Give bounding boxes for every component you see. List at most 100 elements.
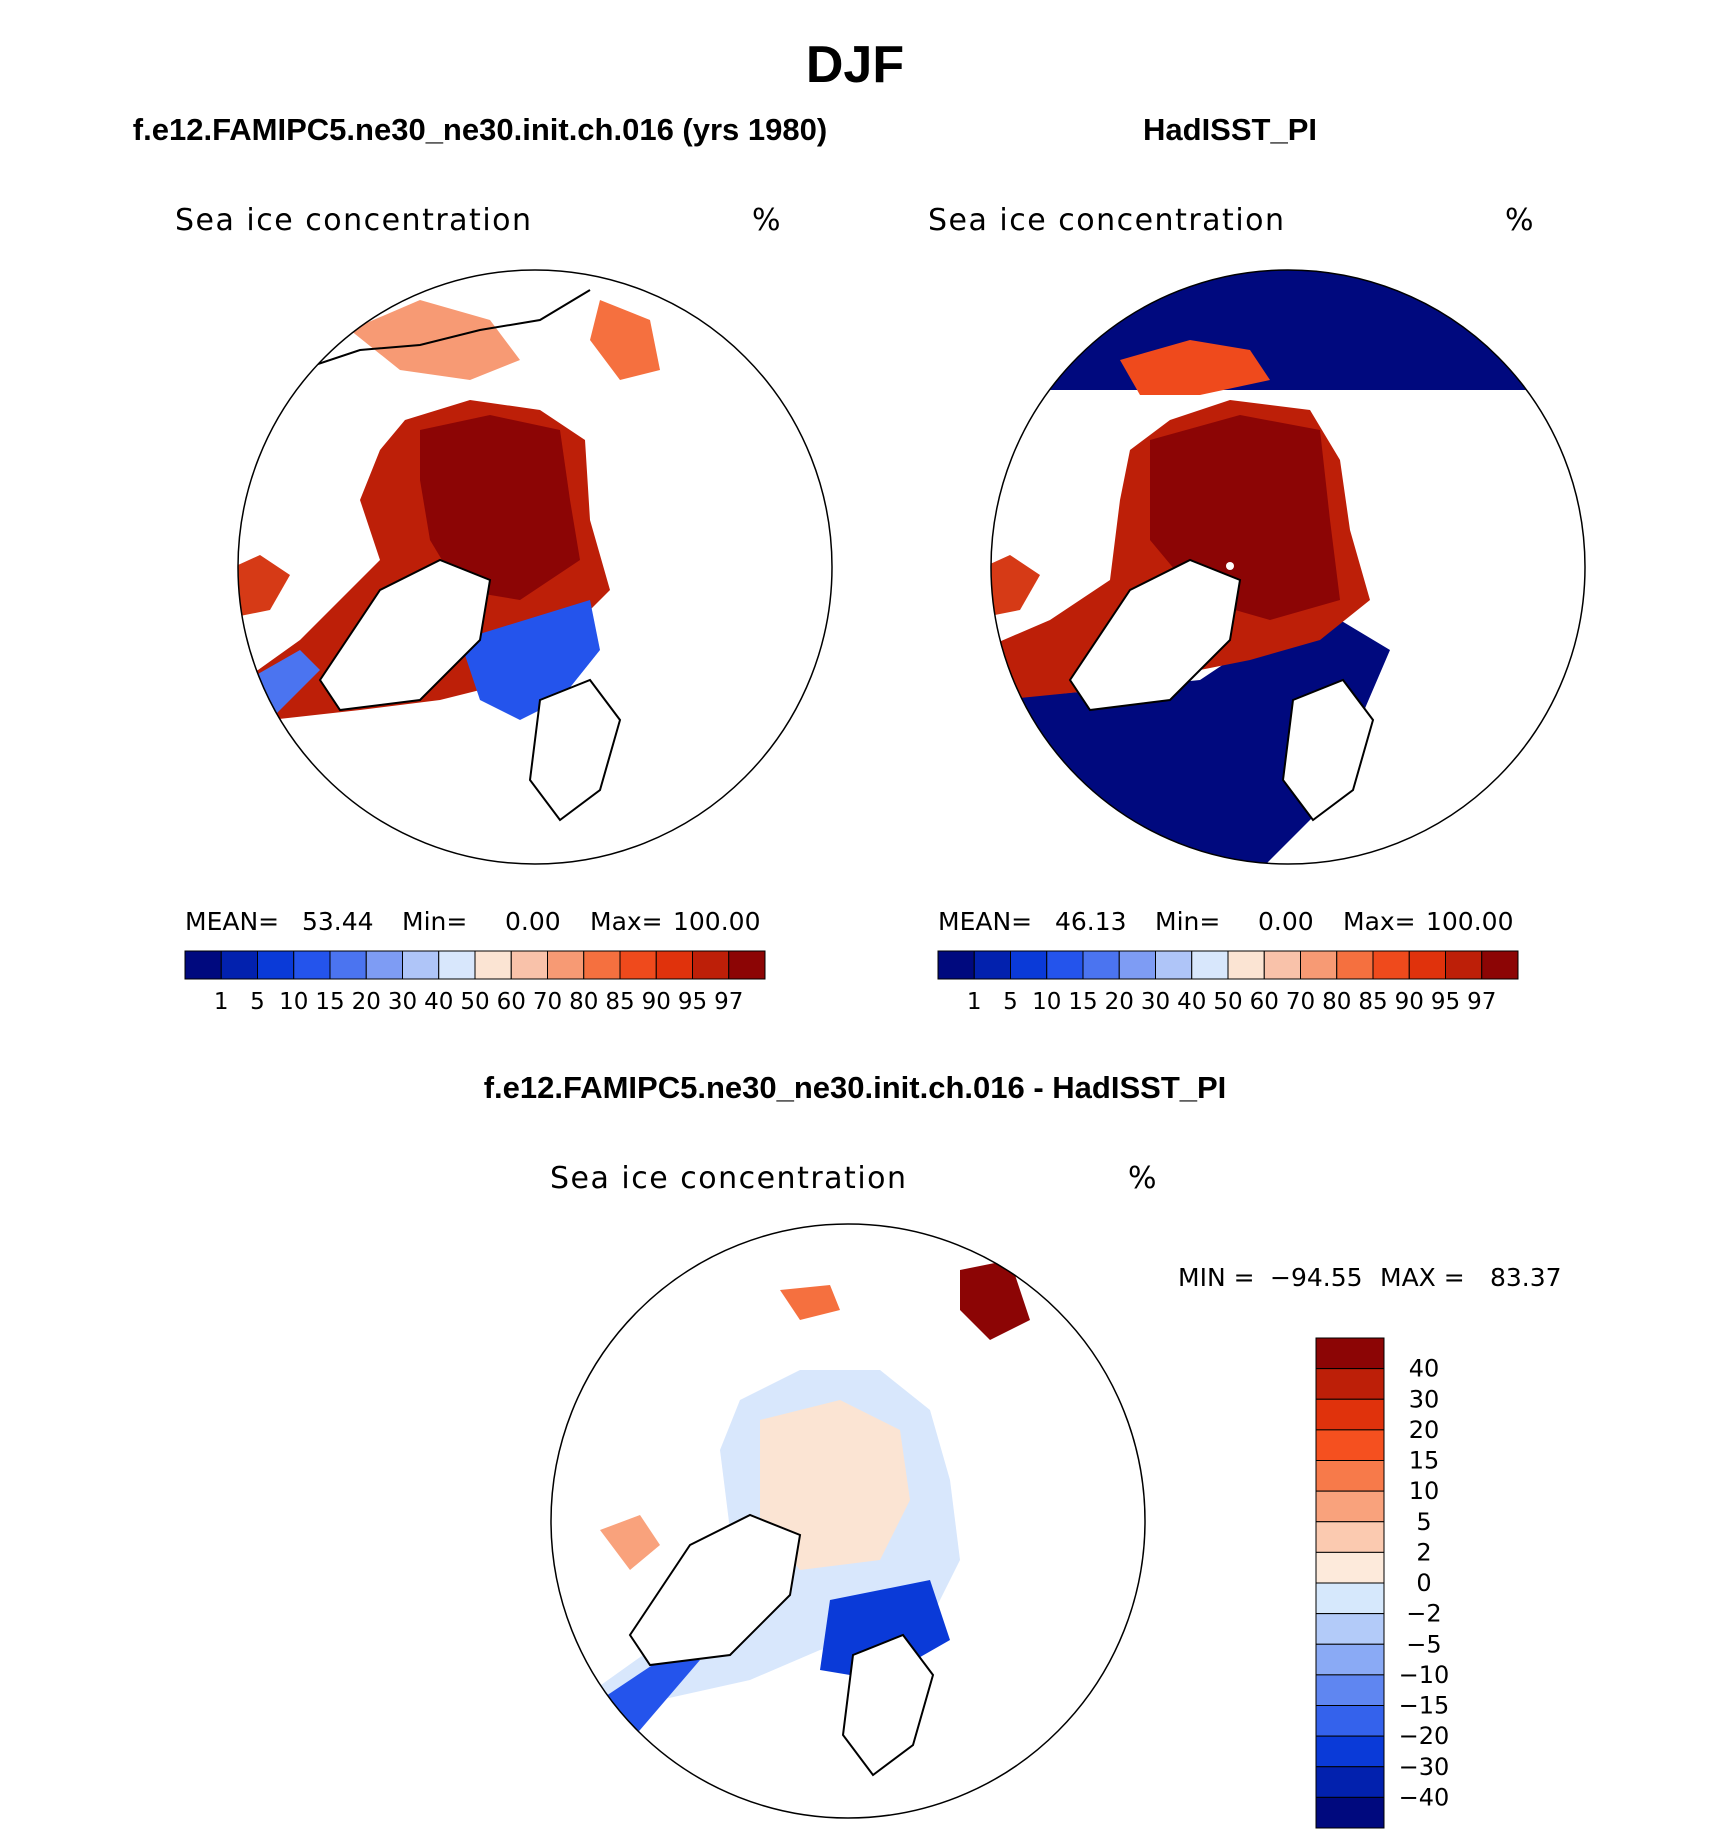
stat-max-value: 100.00	[1426, 907, 1513, 936]
colorbar-swatch	[973, 950, 1011, 980]
stat-mean-label: MEAN=	[185, 907, 279, 936]
colorbar-tick-label: −30	[1399, 1753, 1450, 1781]
colorbar-swatch	[1046, 950, 1084, 980]
colorbar-tick-label: 50	[460, 989, 489, 1015]
map-diff-border	[550, 1223, 1146, 1819]
colorbar-swatch	[1315, 1368, 1385, 1400]
stat-max-label: Max=	[590, 907, 663, 936]
colorbar-tick-label: 95	[678, 989, 707, 1015]
stat-mean-label: MEAN=	[938, 907, 1032, 936]
diff-min-value: −94.55	[1270, 1263, 1363, 1292]
colorbar-tick-label: −5	[1406, 1630, 1441, 1658]
colorbar-swatch	[293, 950, 331, 980]
diff-min-label: MIN =	[1178, 1263, 1263, 1292]
colorbar-tick-label: 1	[967, 989, 982, 1015]
pole-obs-hole	[1226, 562, 1234, 570]
colorbar-swatch	[1300, 950, 1338, 980]
land-obs-scandinavia	[1281, 678, 1375, 822]
colorbar-tick-label: 1	[214, 989, 229, 1015]
ice-model-bering	[350, 300, 520, 380]
colorbar-swatch	[1010, 950, 1048, 980]
panel-model-title: f.e12.FAMIPC5.ne30_ne30.init.ch.016 (yrs…	[133, 112, 827, 147]
colorbar-tick-label: 20	[1409, 1416, 1440, 1444]
colorbar-tick-label: 15	[315, 989, 344, 1015]
colorbar-swatch	[1445, 950, 1483, 980]
colorbar-tick-label: 80	[569, 989, 598, 1015]
stat-mean-value: 46.13	[1055, 907, 1127, 936]
panel-obs-map	[990, 269, 1586, 865]
colorbar-swatch	[1315, 1429, 1385, 1461]
colorbar-swatch	[1481, 950, 1519, 980]
diff-max-label: MAX =	[1380, 1263, 1473, 1292]
panel-model-stats: MEAN= 53.44 Min= 0.00 Max= 100.00	[185, 907, 760, 936]
colorbar-swatch	[474, 950, 512, 980]
colorbar-tick-label: −10	[1399, 1661, 1450, 1689]
colorbar-swatch	[728, 950, 766, 980]
ice-model-hudson	[238, 555, 290, 620]
colorbar-tick-label: 5	[250, 989, 265, 1015]
stat-max-value: 100.00	[673, 907, 760, 936]
colorbar-swatch	[1315, 1337, 1385, 1370]
colorbar-tick-label: 30	[1141, 989, 1170, 1015]
colorbar-swatch	[1263, 950, 1301, 980]
colorbar-swatch	[1315, 1796, 1385, 1829]
colorbar-swatch	[1315, 1643, 1385, 1676]
colorbar-swatch	[1315, 1551, 1385, 1584]
colorbar-swatch	[1227, 950, 1265, 980]
ice-obs-bering	[1120, 340, 1270, 395]
colorbar-tick-label: 30	[388, 989, 417, 1015]
colorbar-swatch	[619, 950, 657, 980]
colorbar-tick-label: −2	[1406, 1600, 1441, 1628]
stat-min-value: 0.00	[505, 907, 561, 936]
colorbar-swatch	[510, 950, 548, 980]
stat-min-label: Min=	[402, 907, 467, 936]
colorbar-tick-label: 85	[605, 989, 634, 1015]
colorbar-tick-label: −15	[1399, 1692, 1450, 1720]
colorbar-swatch	[1315, 1460, 1385, 1492]
colorbar-swatch	[937, 950, 975, 980]
diff-max-value: 83.37	[1490, 1263, 1562, 1292]
colorbar-swatch	[1315, 1613, 1385, 1645]
colorbar-swatch	[655, 950, 693, 980]
colorbar-tick-label: 95	[1431, 989, 1460, 1015]
colorbar-tick-label: −20	[1399, 1722, 1450, 1750]
stat-mean-value: 53.44	[302, 907, 374, 936]
map-obs-border	[990, 269, 1586, 865]
colorbar-tick-label: 20	[352, 989, 381, 1015]
colorbar-tick-label: 85	[1358, 989, 1387, 1015]
colorbar-tick-label: 10	[1032, 989, 1061, 1015]
colorbar-tick-label: 5	[1003, 989, 1018, 1015]
colorbar-swatch	[1315, 1490, 1385, 1523]
panel-obs-title: HadISST_PI	[1143, 112, 1317, 147]
land-model-greenland	[318, 558, 492, 712]
colorbar-swatch	[365, 950, 403, 980]
colorbar-swatch	[1315, 1521, 1385, 1553]
colorbar-tick-label: 90	[642, 989, 671, 1015]
colorbar-tick-label: 97	[1467, 989, 1496, 1015]
colorbar-swatch	[1118, 950, 1156, 980]
colorbar-swatch	[329, 950, 367, 980]
ice-model-okhotsk	[590, 300, 660, 380]
colorbar-swatch	[184, 950, 222, 980]
diff-bering-pos	[780, 1285, 840, 1320]
colorbar-swatch	[1315, 1705, 1385, 1737]
colorbar-tick-label: 80	[1322, 989, 1351, 1015]
colorbar-swatch	[1082, 950, 1120, 980]
colorbar-swatch	[257, 950, 295, 980]
stat-min-value: 0.00	[1258, 907, 1314, 936]
colorbar-tick-label: 15	[1409, 1447, 1440, 1475]
land-model-scandinavia	[528, 678, 622, 822]
panel-diff-title: f.e12.FAMIPC5.ne30_ne30.init.ch.016 - Ha…	[484, 1070, 1227, 1105]
panel-obs: HadISST_PI Sea ice concentration % MEAN=…	[928, 112, 1586, 1015]
colorbar-tick-label: 40	[1409, 1355, 1440, 1383]
colorbar-tick-label: 10	[279, 989, 308, 1015]
colorbar-tick-label: 20	[1105, 989, 1134, 1015]
colorbar-swatch	[1372, 950, 1410, 980]
colorbar-swatch	[1155, 950, 1193, 980]
ocean-obs-open-n	[991, 270, 1585, 390]
colorbar-swatch	[1315, 1674, 1385, 1706]
colorbar-tick-label: −40	[1399, 1783, 1450, 1811]
colorbar-swatch	[1315, 1735, 1385, 1768]
diff-hudson-pos	[600, 1515, 660, 1570]
